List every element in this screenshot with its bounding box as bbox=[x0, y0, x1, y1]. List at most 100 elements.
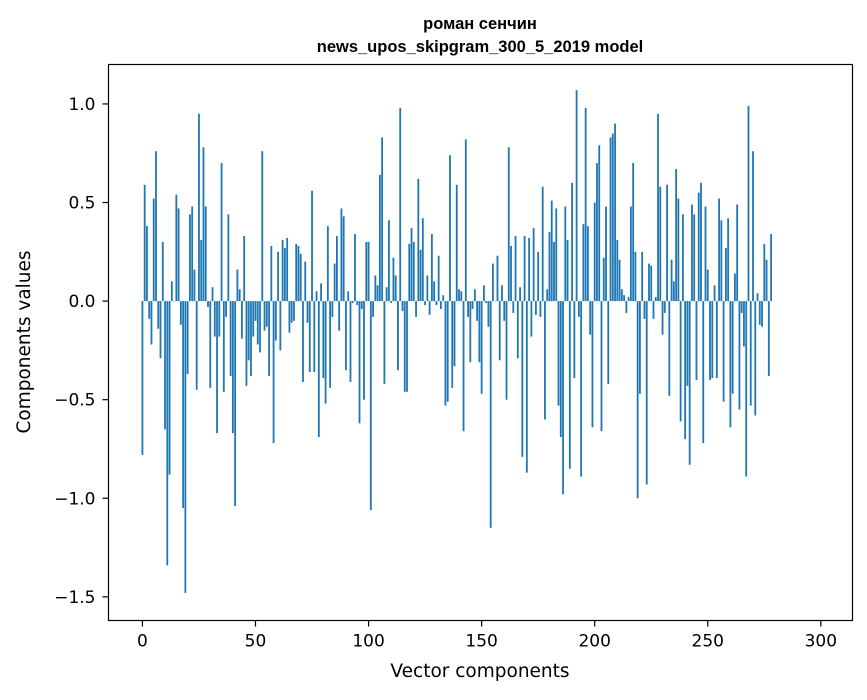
bar-206 bbox=[607, 301, 609, 384]
y-tick-label-5: 1.0 bbox=[68, 95, 95, 115]
bar-144 bbox=[467, 301, 469, 317]
bar-207 bbox=[610, 137, 612, 301]
bar-152 bbox=[485, 301, 487, 303]
bar-49 bbox=[252, 301, 254, 336]
bar-251 bbox=[709, 301, 711, 380]
bar-192 bbox=[576, 90, 578, 301]
bar-122 bbox=[417, 179, 419, 301]
bar-103 bbox=[374, 275, 376, 301]
bar-174 bbox=[535, 301, 537, 315]
bar-6 bbox=[155, 151, 157, 301]
bar-247 bbox=[700, 183, 702, 301]
bar-24 bbox=[196, 301, 198, 390]
bar-149 bbox=[478, 301, 480, 362]
bar-95 bbox=[356, 301, 358, 305]
bar-123 bbox=[420, 250, 422, 301]
bar-98 bbox=[363, 301, 365, 400]
bar-53 bbox=[261, 151, 263, 301]
bar-15 bbox=[175, 195, 177, 301]
bar-166 bbox=[517, 301, 519, 358]
bar-185 bbox=[560, 301, 562, 437]
bar-184 bbox=[558, 301, 560, 406]
bar-109 bbox=[388, 220, 390, 301]
bar-252 bbox=[711, 301, 713, 378]
bar-69 bbox=[298, 246, 300, 301]
bar-89 bbox=[343, 216, 345, 301]
bar-7 bbox=[157, 301, 159, 329]
bar-129 bbox=[433, 281, 435, 301]
bar-52 bbox=[259, 301, 261, 352]
bar-57 bbox=[270, 246, 272, 301]
bar-171 bbox=[528, 238, 530, 301]
bar-32 bbox=[214, 301, 216, 336]
bar-127 bbox=[429, 301, 431, 315]
bar-59 bbox=[275, 301, 277, 340]
bar-270 bbox=[752, 151, 754, 301]
x-tick-label-50: 50 bbox=[245, 632, 267, 652]
x-tick-label-300: 300 bbox=[805, 632, 837, 652]
bar-77 bbox=[316, 291, 318, 301]
bar-261 bbox=[732, 301, 734, 394]
bar-50 bbox=[255, 301, 257, 321]
bar-229 bbox=[659, 187, 661, 301]
bar-224 bbox=[648, 264, 650, 301]
bar-204 bbox=[603, 258, 605, 301]
bar-72 bbox=[304, 262, 306, 301]
bar-120 bbox=[413, 242, 415, 301]
bar-64 bbox=[286, 238, 288, 301]
bar-143 bbox=[465, 139, 467, 301]
bar-62 bbox=[282, 240, 284, 301]
bar-27 bbox=[203, 147, 205, 301]
bar-141 bbox=[460, 291, 462, 301]
bar-107 bbox=[383, 301, 385, 384]
bar-45 bbox=[243, 236, 245, 301]
bar-157 bbox=[497, 256, 499, 301]
bar-278 bbox=[770, 234, 772, 301]
bar-74 bbox=[309, 301, 311, 372]
bar-189 bbox=[569, 301, 571, 469]
bar-216 bbox=[630, 206, 632, 301]
y-tick-label-2: −0.5 bbox=[54, 391, 95, 411]
y-tick-label-3: 0.0 bbox=[68, 292, 95, 312]
bar-54 bbox=[264, 301, 266, 331]
bar-2 bbox=[146, 226, 148, 301]
bar-161 bbox=[506, 301, 508, 400]
bar-214 bbox=[625, 301, 627, 313]
bar-78 bbox=[318, 301, 320, 437]
bar-108 bbox=[386, 287, 388, 301]
bar-168 bbox=[521, 301, 523, 457]
bar-165 bbox=[515, 236, 517, 301]
bar-175 bbox=[537, 252, 539, 301]
bar-237 bbox=[677, 199, 679, 302]
bar-4 bbox=[151, 301, 153, 344]
bar-201 bbox=[596, 163, 598, 301]
bar-181 bbox=[551, 201, 553, 302]
bar-228 bbox=[657, 114, 659, 301]
bar-268 bbox=[748, 106, 750, 301]
bar-34 bbox=[218, 301, 220, 336]
bar-271 bbox=[754, 301, 756, 415]
bar-75 bbox=[311, 191, 313, 301]
bar-191 bbox=[573, 301, 575, 378]
bar-8 bbox=[160, 301, 162, 358]
bar-197 bbox=[587, 226, 589, 301]
bar-86 bbox=[336, 236, 338, 301]
y-axis-label: Components values bbox=[14, 250, 35, 433]
bar-23 bbox=[194, 270, 196, 302]
bar-218 bbox=[635, 252, 637, 301]
bar-3 bbox=[148, 301, 150, 319]
bar-110 bbox=[390, 301, 392, 303]
bar-148 bbox=[476, 301, 478, 321]
bar-235 bbox=[673, 281, 675, 301]
bar-241 bbox=[687, 301, 689, 386]
bar-137 bbox=[451, 301, 453, 388]
bar-44 bbox=[241, 301, 243, 338]
bar-39 bbox=[230, 301, 232, 376]
bar-195 bbox=[582, 224, 584, 301]
bar-41 bbox=[234, 301, 236, 506]
bar-145 bbox=[469, 301, 471, 362]
bar-106 bbox=[381, 137, 383, 301]
bar-274 bbox=[761, 301, 763, 327]
